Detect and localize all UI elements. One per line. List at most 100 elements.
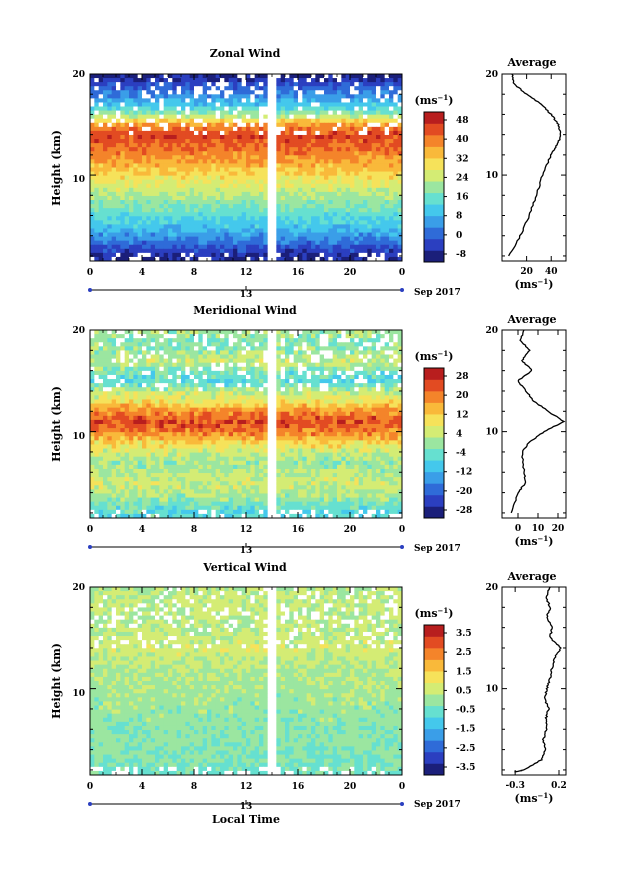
heatmap-cell bbox=[268, 163, 273, 167]
heatmap-cell bbox=[172, 334, 177, 338]
heatmap-cell bbox=[281, 82, 286, 86]
heatmap-cell bbox=[112, 375, 117, 379]
heatmap-cell bbox=[276, 115, 281, 119]
heatmap-cell bbox=[237, 359, 242, 363]
heatmap-cell bbox=[211, 74, 216, 78]
heatmap-cell bbox=[172, 188, 177, 192]
heatmap-cell bbox=[168, 90, 173, 94]
heatmap-cell bbox=[315, 224, 320, 228]
heatmap-cell bbox=[324, 350, 329, 354]
heatmap-cell bbox=[246, 139, 251, 143]
heatmap-cell bbox=[289, 355, 294, 359]
heatmap-cell bbox=[133, 404, 138, 408]
heatmap-cell bbox=[259, 115, 264, 119]
heatmap-cell bbox=[285, 375, 290, 379]
heatmap-cell bbox=[190, 168, 195, 172]
heatmap-cell bbox=[129, 350, 134, 354]
heatmap-cell bbox=[220, 180, 225, 184]
heatmap-cell bbox=[168, 151, 173, 155]
heatmap-cell bbox=[359, 371, 364, 375]
heatmap-cell bbox=[294, 375, 299, 379]
heatmap-cell bbox=[281, 367, 286, 371]
heatmap-cell bbox=[350, 408, 355, 412]
heatmap-cell bbox=[151, 342, 156, 346]
heatmap-cell bbox=[203, 371, 208, 375]
heatmap-cell bbox=[146, 115, 151, 119]
heatmap-cell bbox=[198, 135, 203, 139]
heatmap-cell bbox=[112, 204, 117, 208]
heatmap-cell bbox=[190, 228, 195, 232]
heatmap-cell bbox=[146, 224, 151, 228]
heatmap-cell bbox=[320, 371, 325, 375]
heatmap-cell bbox=[120, 86, 125, 90]
heatmap-cell bbox=[272, 395, 277, 399]
heatmap-cell bbox=[350, 391, 355, 395]
heatmap-cell bbox=[224, 151, 229, 155]
heatmap-cell bbox=[354, 143, 359, 147]
heatmap-cell bbox=[359, 355, 364, 359]
heatmap-cell bbox=[242, 123, 247, 127]
heatmap-cell bbox=[198, 367, 203, 371]
heatmap-cell bbox=[333, 216, 338, 220]
heatmap-cell bbox=[229, 135, 234, 139]
heatmap-cell bbox=[125, 196, 130, 200]
heatmap-cell bbox=[389, 237, 394, 241]
heatmap-cell bbox=[250, 342, 255, 346]
heatmap-cell bbox=[138, 237, 143, 241]
heatmap-cell bbox=[90, 200, 95, 204]
heatmap-cell bbox=[103, 176, 108, 180]
heatmap-cell bbox=[311, 342, 316, 346]
heatmap-cell bbox=[233, 346, 238, 350]
heatmap-cell bbox=[159, 168, 164, 172]
heatmap-cell bbox=[146, 208, 151, 212]
heatmap-cell bbox=[359, 151, 364, 155]
heatmap-cell bbox=[120, 188, 125, 192]
heatmap-cell bbox=[142, 399, 147, 403]
heatmap-cell bbox=[285, 387, 290, 391]
heatmap-cell bbox=[363, 163, 368, 167]
colorbar-tick-label: 40 bbox=[456, 135, 469, 145]
heatmap-cell bbox=[194, 107, 199, 111]
heatmap-cell bbox=[233, 338, 238, 342]
heatmap-cell bbox=[125, 127, 130, 131]
heatmap-cell bbox=[250, 371, 255, 375]
heatmap-cell bbox=[203, 237, 208, 241]
heatmap-cell bbox=[90, 82, 95, 86]
heatmap-cell bbox=[315, 212, 320, 216]
heatmap-cell bbox=[151, 151, 156, 155]
heatmap-cell bbox=[376, 233, 381, 237]
heatmap-cell bbox=[181, 249, 186, 253]
heatmap-cell bbox=[324, 387, 329, 391]
heatmap-cell bbox=[380, 74, 385, 78]
heatmap-cell bbox=[328, 188, 333, 192]
heatmap-cell bbox=[311, 228, 316, 232]
heatmap-cell bbox=[320, 192, 325, 196]
heatmap-cell bbox=[263, 338, 268, 342]
colorbar-swatch bbox=[424, 193, 444, 205]
heatmap-cell bbox=[190, 200, 195, 204]
heatmap-cell bbox=[168, 139, 173, 143]
heatmap-cell bbox=[116, 127, 121, 131]
avg-y-tick-label: 10 bbox=[485, 171, 498, 181]
heatmap-cell bbox=[333, 342, 338, 346]
heatmap-cell bbox=[185, 135, 190, 139]
heatmap-cell bbox=[172, 216, 177, 220]
heatmap-cell bbox=[302, 147, 307, 151]
heatmap-cell bbox=[346, 143, 351, 147]
heatmap-cell bbox=[112, 123, 117, 127]
heatmap-cell bbox=[285, 143, 290, 147]
heatmap-cell bbox=[372, 176, 377, 180]
heatmap-cell bbox=[216, 188, 221, 192]
heatmap-cell bbox=[116, 123, 121, 127]
heatmap-cell bbox=[350, 119, 355, 123]
heatmap-cell bbox=[224, 399, 229, 403]
heatmap-cell bbox=[259, 342, 264, 346]
heatmap-cell bbox=[155, 224, 160, 228]
heatmap-cell bbox=[367, 220, 372, 224]
heatmap-cell bbox=[103, 123, 108, 127]
heatmap-cell bbox=[341, 119, 346, 123]
heatmap-cell bbox=[94, 395, 99, 399]
heatmap-cell bbox=[389, 216, 394, 220]
heatmap-cell bbox=[224, 119, 229, 123]
heatmap-cell bbox=[133, 383, 138, 387]
